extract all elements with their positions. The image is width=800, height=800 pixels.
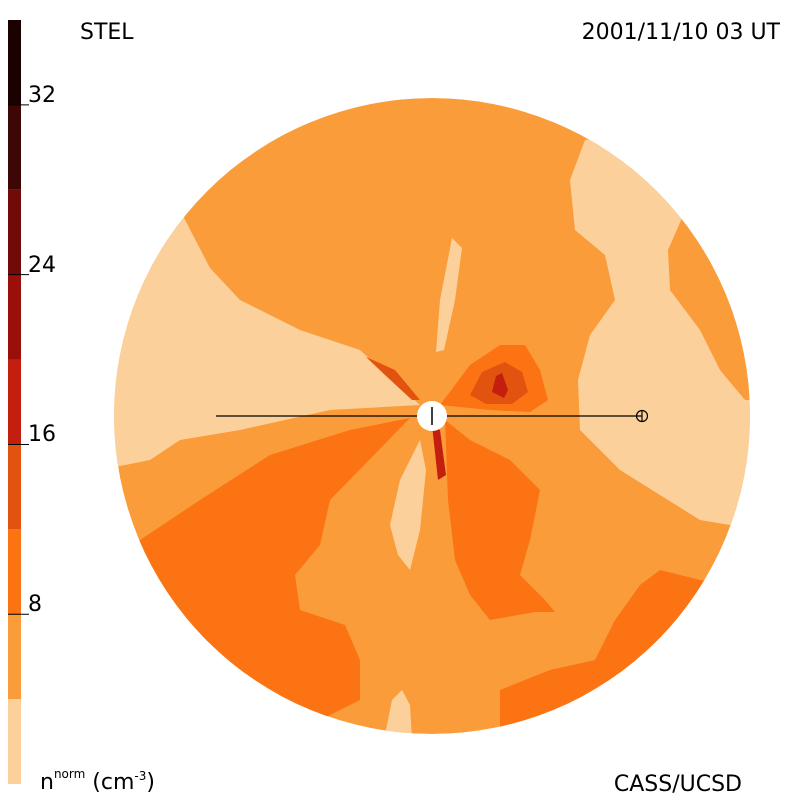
units-exponent: -3	[134, 769, 147, 783]
units-paren-close: )	[146, 770, 155, 795]
contour-spike-upper	[436, 238, 462, 352]
colorbar-segment	[8, 614, 21, 700]
source-label: STEL	[80, 20, 134, 45]
colorbar-segment	[8, 104, 21, 190]
colorbar-tick-label: 32	[28, 82, 56, 108]
timestamp-label: 2001/11/10 03 UT	[581, 20, 780, 45]
colorbar	[8, 20, 21, 784]
colorbar-segment	[8, 444, 21, 530]
colorbar-segment	[8, 274, 21, 360]
units-paren-open: (cm	[85, 770, 135, 795]
colorbar-units-label: nnorm (cm-3)	[40, 768, 155, 795]
colorbar-segment	[8, 529, 21, 615]
colorbar-tick-label: 24	[28, 252, 56, 278]
contour-left-light	[114, 200, 420, 470]
contour-bottom-light	[385, 690, 412, 734]
earth-icon	[635, 409, 649, 423]
colorbar-segment	[8, 699, 21, 784]
contour-spike-lower	[390, 440, 426, 570]
colorbar-tick-label: 8	[28, 592, 42, 618]
contour-blob-core	[492, 373, 508, 398]
units-sup: norm	[53, 767, 86, 781]
colorbar-ticks	[8, 104, 29, 615]
contour-lower-middle	[445, 420, 555, 620]
contour-stripe-left	[366, 357, 420, 400]
colorbar-segment	[8, 189, 21, 275]
colorbar-segment	[8, 20, 21, 105]
colorbar-tick-label: 16	[28, 422, 56, 448]
credit-label: CASS/UCSD	[613, 772, 742, 797]
contour-stripe-lower	[432, 425, 446, 480]
units-base: n	[40, 770, 54, 795]
colorbar-segment	[8, 359, 21, 445]
